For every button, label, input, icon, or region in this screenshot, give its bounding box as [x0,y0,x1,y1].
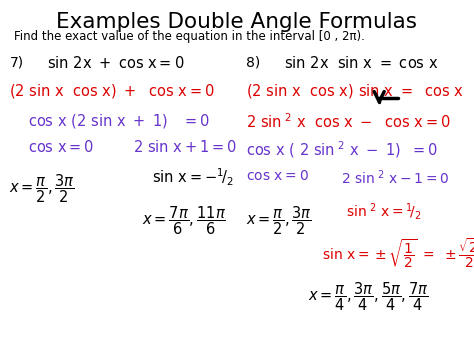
Text: 7): 7) [9,55,24,69]
Text: $\mathrm{2\ sin^{\ 2}\ x\ \ cos\ x\ -\ \ cos\ x = 0}$: $\mathrm{2\ sin^{\ 2}\ x\ \ cos\ x\ -\ \… [246,112,451,131]
Text: $\mathrm{cos\ x = 0}$: $\mathrm{cos\ x = 0}$ [246,169,310,182]
Text: $\mathrm{2\ sin\ x + 1 = 0}$: $\mathrm{2\ sin\ x + 1 = 0}$ [133,139,237,155]
Text: $\mathrm{sin\ 2x\ +\ cos\ x = 0}$: $\mathrm{sin\ 2x\ +\ cos\ x = 0}$ [47,55,185,71]
Text: $x = \dfrac{7\pi}{6},\dfrac{11\pi}{6}$: $x = \dfrac{7\pi}{6},\dfrac{11\pi}{6}$ [142,204,226,237]
Text: $\mathrm{sin\ x = {-}^1\!/_2}$: $\mathrm{sin\ x = {-}^1\!/_2}$ [152,167,234,188]
Text: $\mathrm{(2\ sin\ x\ \ cos\ x)\ +\ \ cos\ x = 0}$: $\mathrm{(2\ sin\ x\ \ cos\ x)\ +\ \ cos… [9,82,215,100]
Text: 8): 8) [246,55,261,69]
Text: Find the exact value of the equation in the interval [0 , 2π).: Find the exact value of the equation in … [14,30,365,43]
Text: $\mathrm{2\ sin^{\ 2}\ x - 1 = 0}$: $\mathrm{2\ sin^{\ 2}\ x - 1 = 0}$ [341,169,450,187]
Text: $x = \dfrac{\pi}{2},\dfrac{3\pi}{2}$: $x = \dfrac{\pi}{2},\dfrac{3\pi}{2}$ [246,204,312,237]
Text: $\mathrm{cos\ x = 0}$: $\mathrm{cos\ x = 0}$ [28,139,95,155]
Text: $x = \dfrac{\pi}{4},\dfrac{3\pi}{4},\dfrac{5\pi}{4},\dfrac{7\pi}{4}$: $x = \dfrac{\pi}{4},\dfrac{3\pi}{4},\dfr… [308,280,429,313]
Text: $\mathrm{sin\ x = \pm\sqrt{\dfrac{1}{2}}\ =\ \pm\dfrac{\sqrt{2}}{2}}$: $\mathrm{sin\ x = \pm\sqrt{\dfrac{1}{2}}… [322,236,474,270]
Text: Examples Double Angle Formulas: Examples Double Angle Formulas [56,12,418,32]
Text: $\mathrm{sin^{\ 2}\ x = {}^1\!/_2}$: $\mathrm{sin^{\ 2}\ x = {}^1\!/_2}$ [346,201,422,222]
Text: $\mathrm{cos\ x\ (2\ sin\ x\ +\ 1)\ \ \ = 0}$: $\mathrm{cos\ x\ (2\ sin\ x\ +\ 1)\ \ \ … [28,112,210,130]
Text: $\mathrm{(2\ sin\ x\ \ cos\ x)\ sin\ x\ =\ \ cos\ x}$: $\mathrm{(2\ sin\ x\ \ cos\ x)\ sin\ x\ … [246,82,465,100]
Text: $x = \dfrac{\pi}{2},\dfrac{3\pi}{2}$: $x = \dfrac{\pi}{2},\dfrac{3\pi}{2}$ [9,172,75,205]
Text: $\mathrm{cos\ x\ (\ 2\ sin^{\ 2}\ x\ -\ 1)\ \ = 0}$: $\mathrm{cos\ x\ (\ 2\ sin^{\ 2}\ x\ -\ … [246,139,439,160]
Text: $\mathrm{sin\ 2x\ \ sin\ x\ =\ cos\ x}$: $\mathrm{sin\ 2x\ \ sin\ x\ =\ cos\ x}$ [284,55,439,71]
